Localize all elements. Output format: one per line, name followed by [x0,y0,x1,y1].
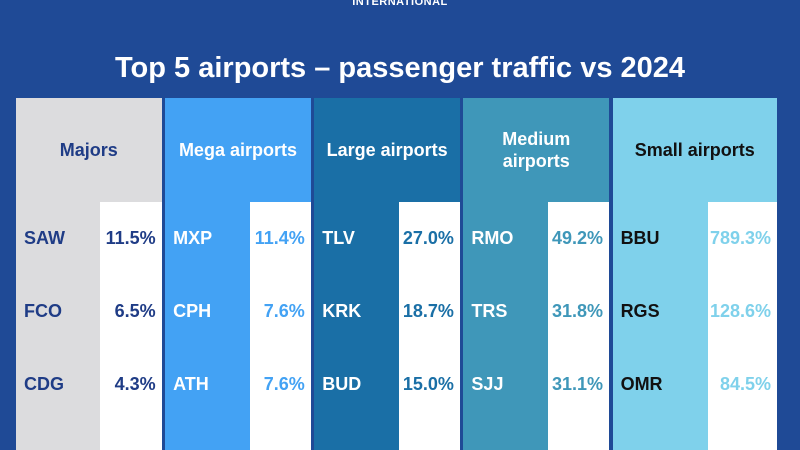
table-row: MXP 11.4% [165,218,311,258]
airport-code: TRS [471,300,508,321]
table-row: TRS 31.8% [463,291,609,331]
traffic-value: 7.6% [263,373,305,394]
traffic-value: 18.7% [402,300,454,321]
group-header: Medium airports [463,98,610,202]
traffic-value: 27.0% [402,227,454,248]
airport-code: TLV [322,227,355,248]
airport-table: Majors SAW 11.5% FCO 6.5% CDG 4.3% Mega air… [16,98,778,450]
airport-code: ATH [173,373,209,394]
group-mega: Mega airports MXP 11.4% CPH 7.6% ATH 7.6% [165,98,311,450]
table-row: KRK 18.7% [314,291,460,331]
traffic-value: 31.8% [552,300,604,321]
table-row: RGS 128.6% [613,291,777,331]
table-row: FCO 6.5% [16,291,162,331]
group-header: Small airports [612,98,778,202]
group-medium: Medium airports RMO 49.2% TRS 31.8% SJJ 31.… [463,98,610,450]
table-row: SJJ 31.1% [463,364,609,404]
table-row: CDG 4.3% [16,364,162,404]
traffic-value: 6.5% [114,300,156,321]
airport-code: FCO [24,300,62,321]
table-row: OMR 84.5% [613,364,777,404]
airport-code: CDG [24,373,64,394]
traffic-value: 7.6% [263,300,305,321]
airport-code: BUD [322,373,362,394]
group-large: Large airports TLV 27.0% KRK 18.7% BUD 15.0… [314,98,460,450]
airport-code: SAW [24,227,66,248]
group-header: Majors [16,98,162,202]
table-row: BUD 15.0% [314,364,460,404]
table-row: BBU 789.3% [613,218,777,258]
traffic-value: 4.3% [114,373,156,394]
traffic-value: 11.4% [254,227,305,248]
airport-code: RMO [471,227,514,248]
airport-code: BBU [620,227,660,248]
brand-label: INTERNATIONAL [352,0,448,8]
traffic-value: 128.6% [709,300,771,321]
table-row: CPH 7.6% [165,291,311,331]
traffic-value: 31.1% [552,373,604,394]
airport-code: RGS [620,300,660,321]
table-row: ATH 7.6% [165,364,311,404]
traffic-value: 84.5% [719,373,771,394]
airport-code: SJJ [471,373,504,394]
traffic-value: 789.3% [709,227,771,248]
page-title: Top 5 airports – passenger traffic vs 20… [114,52,686,84]
group-header: Large airports [314,98,460,202]
airport-code: OMR [620,373,663,394]
traffic-value: 11.5% [105,227,156,248]
traffic-value: 15.0% [402,373,454,394]
group-small: Small airports BBU 789.3% RGS 128.6% OMR 84… [612,98,778,450]
table-row: SAW 11.5% [16,218,162,258]
group-majors: Majors SAW 11.5% FCO 6.5% CDG 4.3% [16,98,162,450]
traffic-value: 49.2% [552,227,604,248]
group-header: Mega airports [165,98,311,202]
table-row: RMO 49.2% [463,218,609,258]
airport-code: KRK [322,300,362,321]
table-row: TLV 27.0% [314,218,460,258]
airport-code: MXP [173,227,213,248]
airport-code: CPH [173,300,212,321]
